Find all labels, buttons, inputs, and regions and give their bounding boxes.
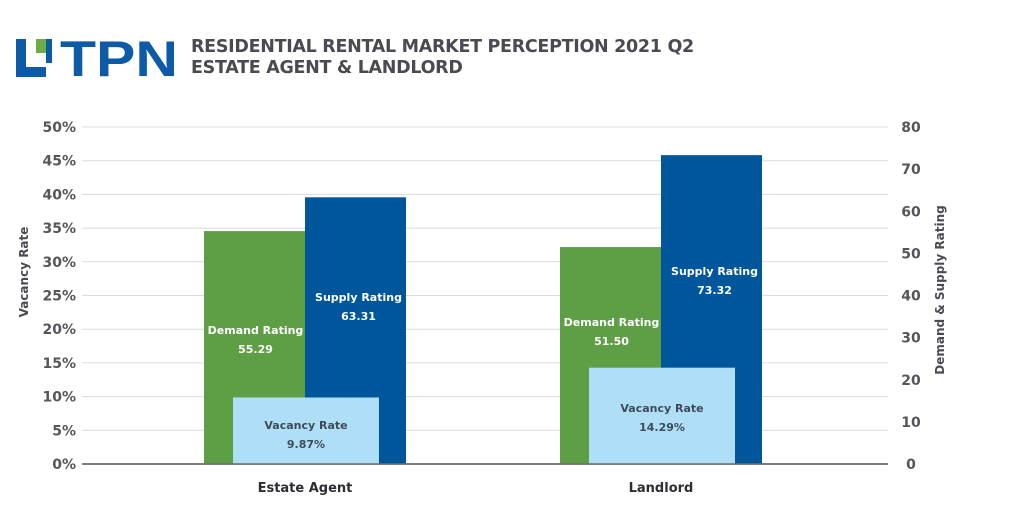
left-tick-label: 50% (42, 120, 76, 136)
left-tick-label: 5% (52, 423, 76, 439)
category-labels: Estate Agent Landlord (258, 481, 694, 496)
tpn-logo: TPN (16, 33, 178, 79)
vacancy-bar (589, 367, 735, 464)
header: TPN RESIDENTIAL RENTAL MARKET PERCEPTION… (0, 0, 1024, 100)
vacancy-series-name: Vacancy Rate (620, 402, 703, 415)
left-tick-label: 0% (52, 457, 76, 473)
supply-value-label: 73.32 (697, 284, 732, 297)
page-title: RESIDENTIAL RENTAL MARKET PERCEPTION 202… (191, 37, 694, 79)
right-axis-ticks: 0 10 20 30 40 50 60 70 80 (901, 120, 921, 473)
supply-series-name: Supply Rating (671, 265, 758, 278)
right-tick-label: 20 (901, 373, 921, 389)
demand-series-name: Demand Rating (564, 316, 660, 329)
right-tick-label: 0 (906, 457, 916, 473)
vacancy-bar (233, 397, 379, 464)
right-tick-label: 50 (901, 246, 921, 262)
data-labels: Demand Rating 55.29 Supply Rating 63.31 Vaca… (208, 265, 758, 451)
right-tick-label: 60 (901, 204, 921, 220)
left-tick-label: 15% (42, 356, 76, 372)
bars (204, 155, 762, 464)
gridlines (82, 126, 888, 465)
demand-series-name: Demand Rating (208, 324, 304, 337)
demand-value-label: 55.29 (238, 343, 273, 356)
left-tick-label: 25% (42, 289, 76, 305)
left-tick-label: 45% (42, 154, 76, 170)
category-label: Estate Agent (258, 481, 353, 496)
left-axis-ticks: 0% 5% 10% 15% 20% 25% 30% 35% 40% 45% 50% (42, 120, 76, 473)
title-line-2: ESTATE AGENT & LANDLORD (191, 58, 463, 78)
category-label: Landlord (629, 481, 694, 496)
left-tick-label: 20% (42, 322, 76, 338)
left-tick-label: 30% (42, 255, 76, 271)
right-axis-label: Demand & Supply Rating (933, 205, 947, 374)
logo-text: TPN (60, 33, 178, 79)
left-axis-label: Vacancy Rate (17, 227, 31, 318)
right-tick-label: 40 (901, 289, 921, 305)
right-tick-label: 80 (901, 120, 921, 136)
supply-value-label: 63.31 (341, 310, 376, 323)
right-tick-label: 10 (901, 415, 921, 431)
right-tick-label: 30 (901, 331, 921, 347)
vacancy-value-label: 14.29% (639, 421, 685, 434)
left-tick-label: 40% (42, 187, 76, 203)
demand-value-label: 51.50 (594, 335, 629, 348)
vacancy-value-label: 9.87% (287, 438, 325, 451)
left-tick-label: 10% (42, 390, 76, 406)
supply-series-name: Supply Rating (315, 291, 402, 304)
vacancy-series-name: Vacancy Rate (264, 419, 347, 432)
left-tick-label: 35% (42, 221, 76, 237)
title-line-1: RESIDENTIAL RENTAL MARKET PERCEPTION 202… (191, 37, 694, 57)
logo-mark-icon (16, 39, 52, 77)
right-tick-label: 70 (901, 162, 921, 178)
